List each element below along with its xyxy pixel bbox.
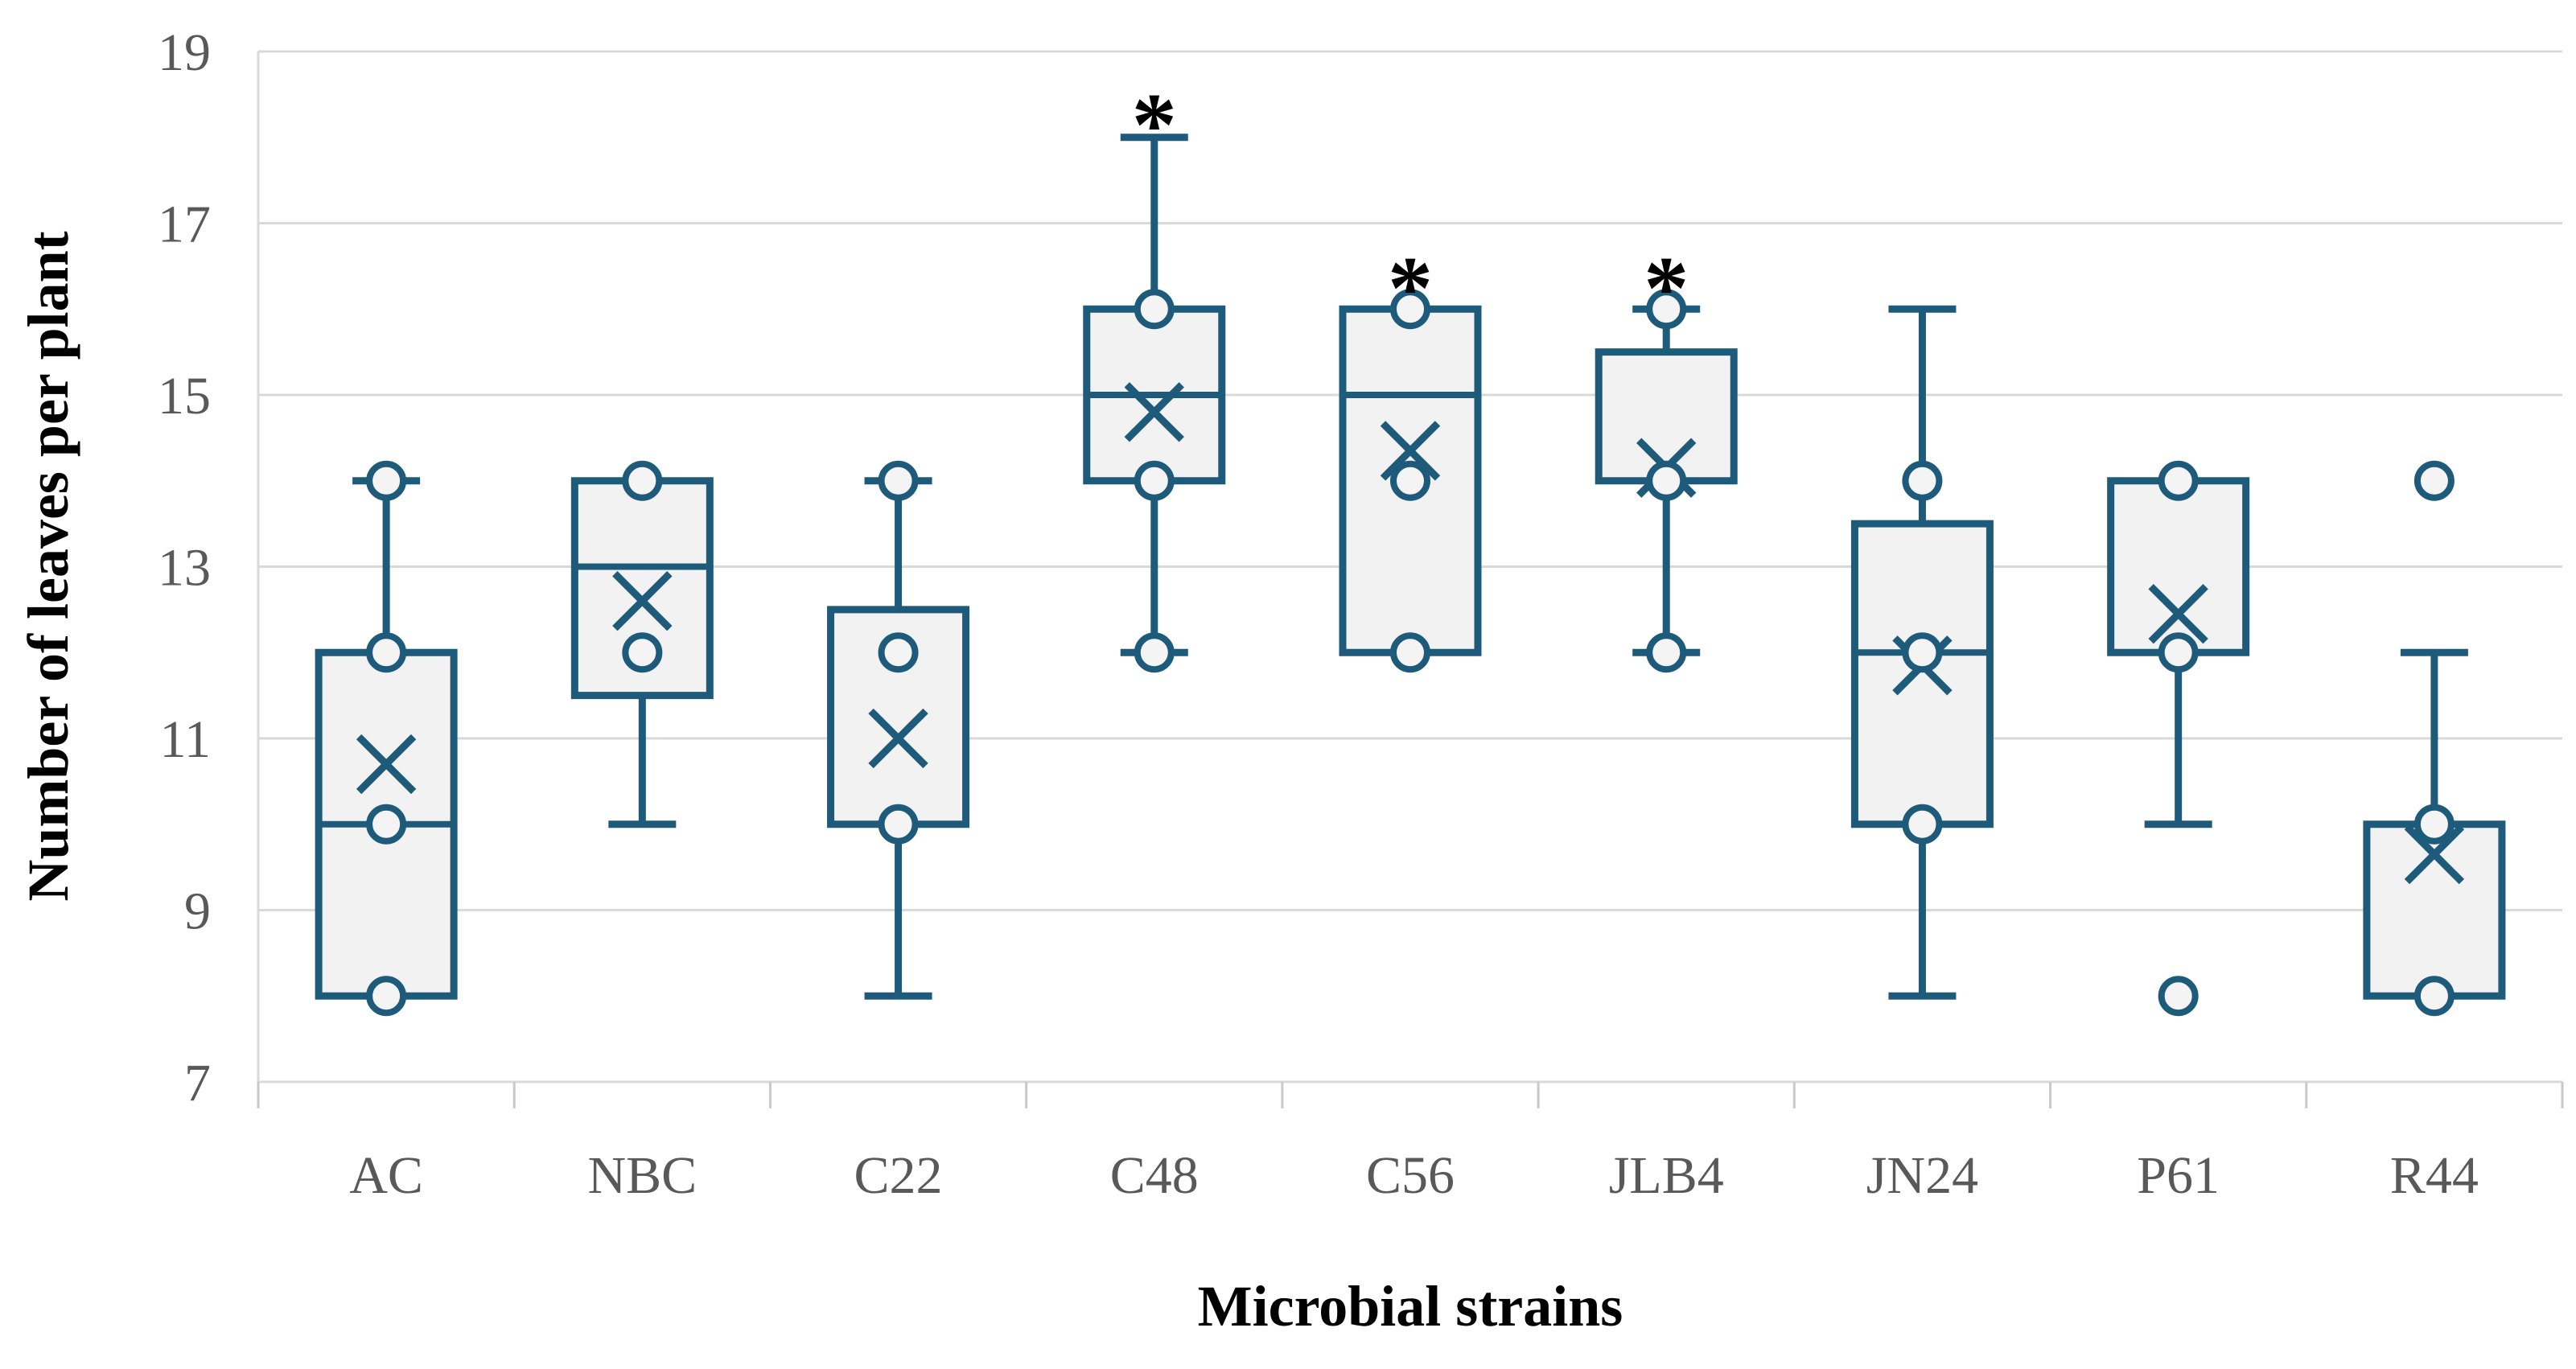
x-tick-label: AC <box>349 1146 423 1205</box>
box-P61 <box>2107 460 2250 1017</box>
mean-marker <box>1380 421 1441 481</box>
significance-asterisk: * <box>1132 76 1177 175</box>
box-rect <box>2107 477 2250 656</box>
data-point-circle <box>878 804 919 845</box>
mean-marker <box>2404 824 2465 885</box>
box-JN24 <box>1850 305 1994 1000</box>
y-tick-label: 17 <box>158 195 211 254</box>
data-point-circle <box>2158 632 2199 673</box>
data-point-circle <box>1646 289 1687 330</box>
x-tick-label: JN24 <box>1866 1146 1978 1205</box>
data-point-circle <box>2158 976 2199 1017</box>
data-point-circle <box>878 460 919 501</box>
x-tick-label: NBC <box>587 1146 697 1205</box>
box-R44 <box>2363 460 2506 1017</box>
box-C22 <box>827 460 970 1000</box>
data-point-circle <box>622 460 663 501</box>
data-point-circle <box>1902 804 1943 845</box>
data-point-circle <box>878 632 919 673</box>
data-point-circle <box>1134 289 1175 330</box>
data-point-circle <box>366 460 407 501</box>
box-AC <box>315 460 458 1017</box>
data-point-circle <box>1902 632 1943 673</box>
data-point-circle <box>622 632 663 673</box>
significance-asterisk: * <box>1388 239 1433 339</box>
mean-marker <box>612 571 673 631</box>
box-C56: * <box>1339 239 1482 673</box>
chart-canvas: 7 9 11 13 15 17 19 AC NBC C22 C48 C56 JLB4 JN24 P61 R44… <box>158 23 2564 1205</box>
data-point-circle <box>366 976 407 1017</box>
x-tick-label: C56 <box>1366 1146 1455 1205</box>
data-point-circle <box>1646 460 1687 501</box>
y-tick-labels: 7 9 11 13 15 17 19 <box>158 23 211 1112</box>
x-tick-labels: AC NBC C22 C48 C56 JLB4 JN24 P61 R44 <box>349 1146 2479 1205</box>
data-point-circle <box>2158 460 2199 501</box>
x-tick-label: C48 <box>1110 1146 1199 1205</box>
y-tick-label: 7 <box>184 1054 211 1112</box>
data-point-circle <box>1390 289 1430 330</box>
data-point-circle <box>366 632 407 673</box>
y-axis-title: Number of leaves per plant <box>16 231 80 901</box>
data-point-circle <box>1902 460 1943 501</box>
x-tick-label: C22 <box>854 1146 943 1205</box>
x-tick-label: JLB4 <box>1609 1146 1724 1205</box>
box-JLB4: * <box>1595 239 1738 673</box>
y-tick-label: 13 <box>158 539 211 598</box>
x-tick-label: P61 <box>2137 1146 2220 1205</box>
mean-marker <box>868 708 928 769</box>
box-NBC <box>570 460 714 828</box>
data-point-circle <box>2413 804 2455 845</box>
x-axis-title: Microbial strains <box>1198 1274 1623 1338</box>
data-point-circle <box>2413 460 2455 501</box>
data-point-circle <box>1390 632 1430 673</box>
mean-marker <box>2148 584 2208 644</box>
x-axis-ticks <box>257 1082 2564 1108</box>
mean-marker <box>1124 382 1184 442</box>
box-rect <box>1850 520 1994 828</box>
significance-asterisk: * <box>1644 239 1689 339</box>
box-C48: * <box>1083 76 1226 673</box>
y-tick-label: 9 <box>184 882 211 941</box>
data-point-circle <box>1390 460 1430 501</box>
data-point-circle <box>1646 632 1687 673</box>
mean-marker <box>356 734 417 795</box>
data-point-circle <box>1134 460 1175 501</box>
y-tick-label: 11 <box>159 710 211 769</box>
y-tick-label: 19 <box>158 23 211 82</box>
data-point-circle <box>1134 632 1175 673</box>
data-point-circle <box>366 804 407 845</box>
x-tick-label: R44 <box>2390 1146 2479 1205</box>
y-tick-label: 15 <box>158 367 211 426</box>
data-point-circle <box>2413 976 2455 1017</box>
